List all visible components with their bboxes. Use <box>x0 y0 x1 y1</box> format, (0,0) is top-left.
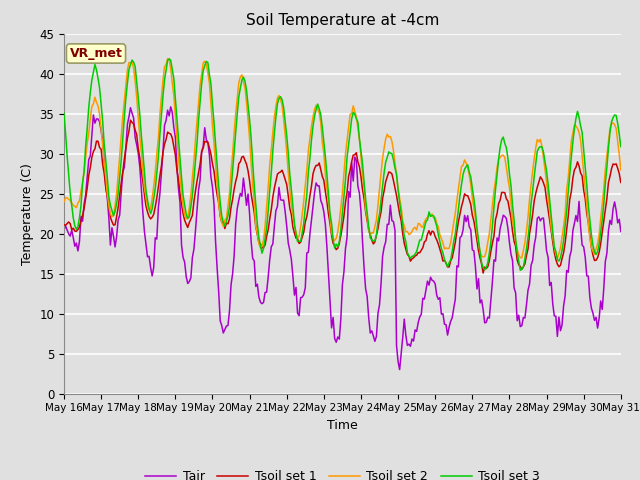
Tsoil set 1 <box>410 255 417 261</box>
Tair <box>379 253 387 259</box>
Tsoil set 3 <box>552 249 559 254</box>
Tair <box>167 104 175 109</box>
Tair <box>164 107 172 113</box>
Tair <box>60 227 68 233</box>
Tair <box>412 327 419 333</box>
Tsoil set 2 <box>554 256 561 262</box>
Tsoil set 2 <box>410 226 417 231</box>
Line: Tsoil set 2: Tsoil set 2 <box>64 59 621 259</box>
Tsoil set 1 <box>617 180 625 185</box>
Text: VR_met: VR_met <box>70 47 122 60</box>
Tsoil set 1 <box>397 218 405 224</box>
Title: Soil Temperature at -4cm: Soil Temperature at -4cm <box>246 13 439 28</box>
Tsoil set 3 <box>76 215 83 221</box>
Tsoil set 3 <box>164 58 172 63</box>
Line: Tair: Tair <box>64 107 621 370</box>
Tsoil set 3 <box>410 253 417 259</box>
Line: Tsoil set 3: Tsoil set 3 <box>64 59 621 270</box>
Tsoil set 2 <box>617 167 625 173</box>
Tsoil set 2 <box>379 155 387 161</box>
Tsoil set 1 <box>379 195 387 201</box>
Tair <box>552 313 559 319</box>
Tsoil set 1 <box>552 256 559 262</box>
Tair <box>399 335 406 340</box>
Tsoil set 2 <box>165 57 173 63</box>
Tsoil set 2 <box>397 204 405 210</box>
Tsoil set 3 <box>60 110 68 116</box>
Tsoil set 3 <box>165 56 173 62</box>
Tsoil set 1 <box>127 117 134 123</box>
Tsoil set 2 <box>60 199 68 204</box>
Tair <box>76 239 83 244</box>
Tsoil set 2 <box>550 244 558 250</box>
Tsoil set 1 <box>60 222 68 228</box>
Tsoil set 1 <box>479 270 487 276</box>
Tsoil set 2 <box>164 56 172 61</box>
Tsoil set 3 <box>617 144 625 150</box>
Tair <box>617 228 625 234</box>
Legend: Tair, Tsoil set 1, Tsoil set 2, Tsoil set 3: Tair, Tsoil set 1, Tsoil set 2, Tsoil se… <box>140 465 545 480</box>
Tair <box>396 367 403 372</box>
Tsoil set 1 <box>165 131 173 136</box>
Tsoil set 3 <box>379 183 387 189</box>
Tsoil set 2 <box>76 198 83 204</box>
Tsoil set 1 <box>76 224 83 230</box>
Y-axis label: Temperature (C): Temperature (C) <box>21 163 34 264</box>
Tsoil set 3 <box>397 211 405 216</box>
Tsoil set 3 <box>516 267 524 273</box>
Line: Tsoil set 1: Tsoil set 1 <box>64 120 621 273</box>
X-axis label: Time: Time <box>327 419 358 432</box>
